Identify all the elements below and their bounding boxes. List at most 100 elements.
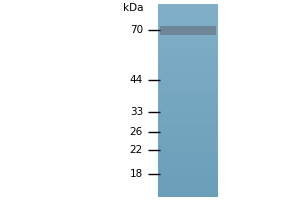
- Bar: [158, 150, 218, 152]
- Bar: [158, 167, 218, 169]
- Bar: [158, 103, 218, 105]
- Bar: [158, 110, 218, 112]
- Bar: [158, 66, 218, 68]
- Bar: [158, 86, 218, 88]
- Bar: [158, 70, 218, 72]
- Bar: [158, 20, 218, 22]
- Bar: [158, 172, 218, 174]
- Bar: [158, 170, 218, 172]
- Bar: [158, 46, 218, 48]
- Bar: [158, 169, 218, 171]
- Bar: [158, 95, 218, 97]
- Bar: [158, 23, 218, 25]
- Bar: [158, 54, 218, 56]
- Bar: [158, 116, 218, 118]
- Bar: [158, 98, 218, 100]
- Bar: [158, 113, 218, 115]
- Bar: [158, 186, 218, 188]
- Bar: [158, 26, 218, 28]
- Bar: [158, 84, 218, 86]
- Bar: [158, 108, 218, 110]
- Bar: [158, 102, 218, 104]
- Text: 44: 44: [130, 75, 143, 85]
- Bar: [158, 161, 218, 163]
- Bar: [158, 183, 218, 185]
- Bar: [158, 6, 218, 8]
- Bar: [158, 153, 218, 155]
- Text: 26: 26: [130, 127, 143, 137]
- Bar: [160, 26, 216, 35]
- Bar: [158, 57, 218, 59]
- Bar: [158, 31, 218, 33]
- Bar: [158, 90, 218, 92]
- Bar: [158, 28, 218, 30]
- Bar: [158, 132, 218, 134]
- Bar: [158, 193, 218, 195]
- Bar: [158, 14, 218, 16]
- Bar: [158, 151, 218, 153]
- Bar: [158, 142, 218, 144]
- Bar: [158, 4, 218, 6]
- Bar: [158, 164, 218, 166]
- Bar: [158, 119, 218, 121]
- Bar: [158, 87, 218, 89]
- Bar: [158, 100, 218, 102]
- Bar: [158, 122, 218, 124]
- Bar: [158, 71, 218, 73]
- Text: 18: 18: [130, 169, 143, 179]
- Bar: [158, 194, 218, 196]
- Bar: [158, 73, 218, 75]
- Bar: [158, 130, 218, 132]
- Bar: [158, 127, 218, 129]
- Bar: [158, 76, 218, 78]
- Bar: [158, 12, 218, 14]
- Text: 70: 70: [130, 25, 143, 35]
- Bar: [158, 180, 218, 182]
- Bar: [158, 159, 218, 161]
- Bar: [158, 38, 218, 40]
- Bar: [158, 111, 218, 113]
- Bar: [158, 178, 218, 180]
- Bar: [158, 185, 218, 187]
- Bar: [158, 22, 218, 24]
- Bar: [158, 60, 218, 62]
- Bar: [158, 62, 218, 64]
- Bar: [158, 55, 218, 57]
- Bar: [158, 177, 218, 179]
- Bar: [158, 89, 218, 91]
- Bar: [158, 158, 218, 160]
- Bar: [158, 7, 218, 9]
- Bar: [158, 191, 218, 193]
- Bar: [158, 17, 218, 19]
- Bar: [158, 94, 218, 96]
- Bar: [158, 52, 218, 54]
- Bar: [158, 146, 218, 148]
- Bar: [158, 114, 218, 116]
- Text: 22: 22: [130, 145, 143, 155]
- Bar: [158, 58, 218, 60]
- Text: kDa: kDa: [122, 3, 143, 13]
- Bar: [158, 63, 218, 65]
- Bar: [158, 74, 218, 76]
- Bar: [158, 140, 218, 142]
- Bar: [158, 162, 218, 164]
- Bar: [158, 182, 218, 184]
- Bar: [158, 129, 218, 131]
- Bar: [158, 134, 218, 136]
- Bar: [158, 126, 218, 128]
- Bar: [158, 65, 218, 67]
- Bar: [158, 41, 218, 43]
- Bar: [158, 25, 218, 27]
- Bar: [158, 68, 218, 70]
- Bar: [158, 50, 218, 52]
- Bar: [158, 79, 218, 81]
- Bar: [158, 143, 218, 145]
- Bar: [158, 166, 218, 168]
- Bar: [158, 44, 218, 46]
- Bar: [158, 49, 218, 51]
- Bar: [158, 175, 218, 177]
- Bar: [158, 188, 218, 190]
- Bar: [158, 42, 218, 45]
- Bar: [158, 118, 218, 120]
- Bar: [158, 154, 218, 156]
